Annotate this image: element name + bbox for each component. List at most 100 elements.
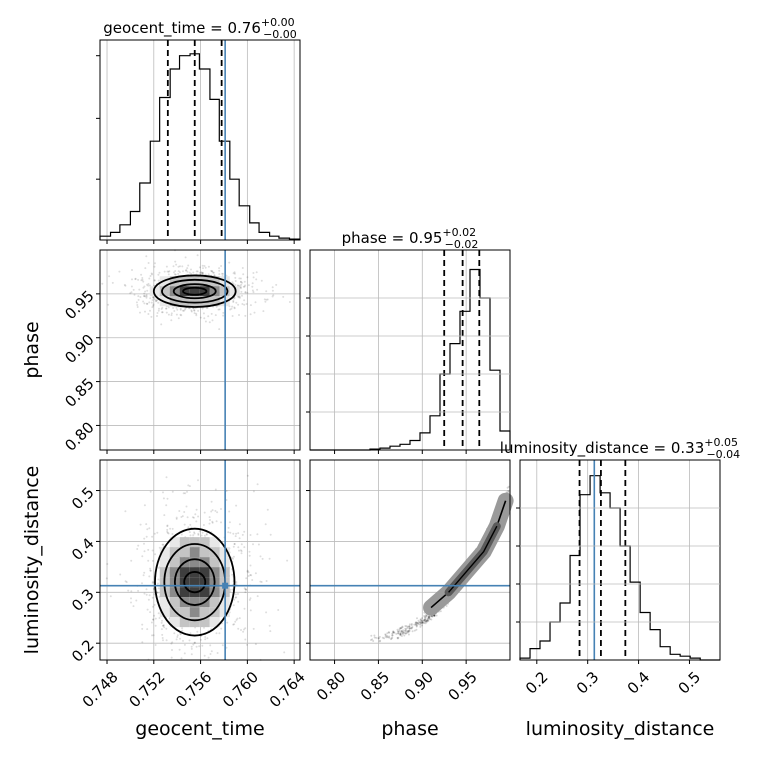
sample-point [162, 624, 165, 627]
sample-point [238, 617, 241, 620]
sample-point [201, 531, 204, 534]
sample-point [147, 548, 150, 551]
sample-point [419, 618, 422, 621]
sample-point [386, 635, 389, 637]
sample-point [424, 614, 427, 617]
sample-point [162, 543, 165, 546]
sample-point [405, 630, 408, 633]
sample-point [390, 637, 393, 640]
sample-point [204, 320, 207, 323]
sample-point [143, 592, 146, 595]
sample-point [402, 631, 405, 633]
sample-point [166, 497, 169, 500]
density-cell [159, 557, 170, 568]
sample-point [231, 281, 234, 284]
sample-point [416, 617, 418, 620]
sample-point [152, 634, 155, 637]
sample-point [249, 574, 252, 576]
sample-point [404, 632, 407, 635]
sample-point [271, 295, 274, 298]
contour-level-3 [172, 283, 217, 300]
sample-point [184, 256, 187, 259]
sample-point [254, 572, 257, 575]
sample-point [252, 291, 255, 294]
sample-point [400, 626, 403, 629]
sample-point [421, 617, 424, 620]
x-tick-label: 0.90 [401, 668, 437, 704]
y-tick-label: 0.80 [61, 418, 97, 454]
sample-point [192, 643, 195, 646]
sample-point [143, 550, 146, 553]
density-cell [169, 567, 180, 578]
sample-point [125, 581, 128, 584]
sample-point [170, 656, 173, 659]
sample-point [408, 625, 411, 628]
sample-point [145, 296, 148, 299]
histogram-luminosity_distance [519, 475, 720, 661]
sample-point [202, 267, 204, 270]
sample-point [425, 620, 428, 622]
sample-point [428, 615, 431, 618]
sample-point [157, 587, 160, 590]
sample-point [166, 524, 169, 527]
sample-point [243, 607, 246, 610]
sample-point [162, 624, 165, 627]
sample-point [240, 283, 243, 286]
y-tick-label: 0.95 [61, 287, 97, 323]
sample-point [166, 528, 169, 531]
sample-point [241, 303, 244, 305]
sample-point [220, 508, 222, 510]
sample-point [187, 264, 190, 267]
sample-point [378, 640, 381, 643]
sample-point [163, 270, 166, 273]
sample-point [237, 296, 240, 299]
sample-point [195, 645, 198, 648]
sample-point [397, 636, 400, 639]
sample-point [408, 623, 411, 626]
sample-point [204, 266, 207, 269]
sample-point [172, 265, 175, 268]
sample-point [151, 559, 154, 562]
x-axis-label: phase [381, 718, 438, 740]
sample-point [197, 532, 200, 535]
sample-point [144, 267, 147, 270]
sample-point [174, 270, 177, 272]
sample-point [283, 651, 286, 654]
sample-point [399, 634, 402, 637]
sample-point [206, 306, 209, 309]
sample-point [426, 618, 429, 621]
sample-point [152, 303, 155, 306]
density-cell [189, 296, 200, 307]
sample-point [254, 301, 257, 304]
sample-point [249, 597, 252, 600]
density-cell [209, 597, 220, 608]
sample-point [425, 615, 428, 618]
sample-point [150, 301, 153, 304]
sample-point [426, 619, 428, 622]
sample-point [195, 314, 198, 317]
sample-point [214, 509, 217, 512]
sample-point [202, 524, 205, 526]
sample-point [180, 314, 183, 317]
sample-point [373, 636, 376, 639]
sample-point [200, 271, 203, 274]
sample-point [190, 309, 193, 312]
sample-point [372, 640, 375, 642]
sample-point [213, 274, 216, 277]
sample-point [215, 632, 218, 635]
sample-point [203, 654, 206, 657]
sample-point [406, 625, 409, 628]
sample-point [197, 533, 200, 536]
sample-point [230, 307, 233, 310]
sample-point [123, 283, 126, 286]
sample-point [288, 301, 291, 303]
sample-point [186, 270, 189, 273]
sample-point [252, 276, 255, 279]
sample-point [265, 611, 268, 614]
sample-point [145, 255, 148, 258]
x-tick-label: 0.764 [266, 668, 309, 711]
sample-point [222, 314, 225, 317]
sample-point [147, 282, 150, 285]
sample-point [235, 619, 238, 621]
x-tick-label: 0.760 [219, 668, 262, 711]
